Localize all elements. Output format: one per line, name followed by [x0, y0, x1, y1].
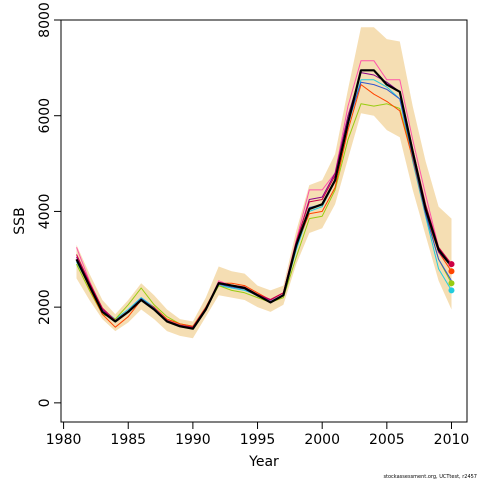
- y-axis-title: SSB: [12, 207, 28, 234]
- x-tick-label: 1980: [46, 432, 82, 448]
- y-tick-label: 8000: [37, 2, 53, 38]
- confidence-band-layer: [76, 27, 452, 339]
- plot-frame: [60, 19, 468, 423]
- series-layer: [75, 60, 453, 330]
- y-axis: 0 2000 4000 6000 8000: [37, 2, 61, 407]
- end-marker-layer: [448, 261, 455, 294]
- y-tick-label: 0: [37, 398, 53, 407]
- x-tick-label: 1995: [240, 432, 276, 448]
- series-line-8: [75, 69, 453, 330]
- series-end-point-1: [448, 287, 455, 294]
- y-tick-label: 6000: [37, 98, 53, 134]
- confidence-band: [76, 27, 452, 339]
- series-end-point-3: [448, 268, 455, 275]
- x-axis-title: Year: [248, 454, 279, 470]
- series-end-point-2: [448, 280, 455, 287]
- x-tick-label: 2000: [304, 432, 340, 448]
- y-tick-label: 2000: [37, 289, 53, 325]
- series-end-point-7: [448, 261, 455, 268]
- credit-text: stockassessment.org, UCTtest, r2457: [383, 474, 477, 480]
- x-tick-label: 2005: [369, 432, 405, 448]
- x-tick-label: 1990: [175, 432, 211, 448]
- x-tick-label: 2010: [434, 432, 470, 448]
- y-tick-label: 4000: [37, 194, 53, 230]
- x-tick-label: 1985: [110, 432, 146, 448]
- x-axis: 1980 1985 1990 1995 2000 2005 2010: [46, 422, 470, 448]
